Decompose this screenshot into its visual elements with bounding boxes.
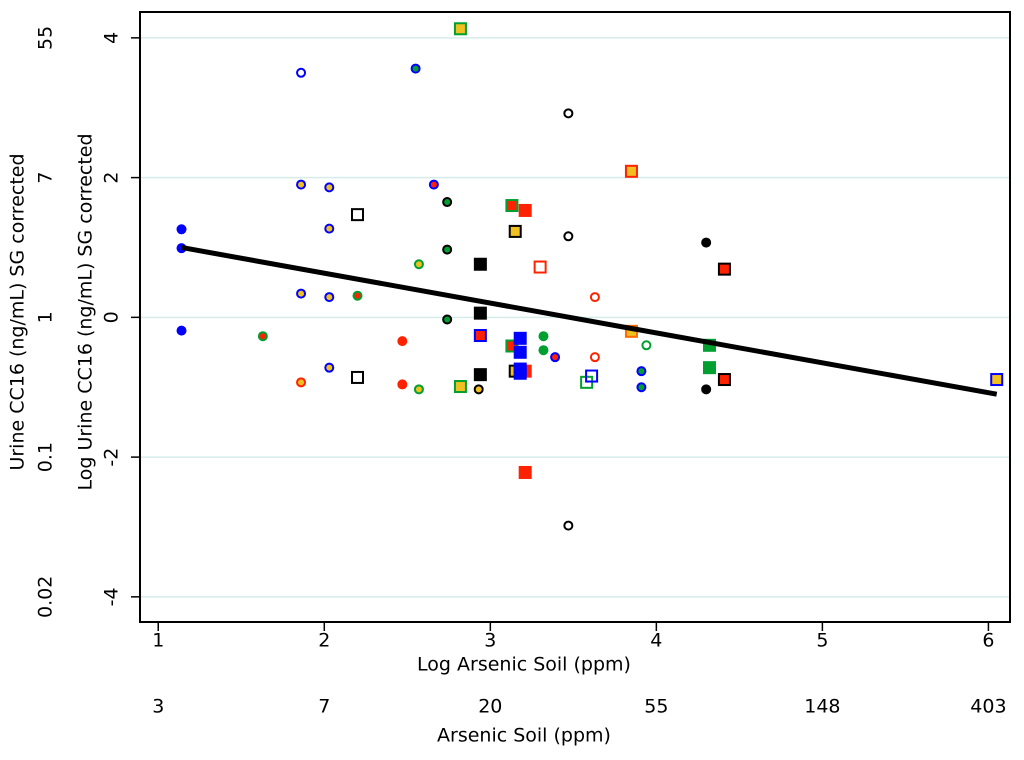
y-tick-label: -4 bbox=[101, 587, 123, 606]
x-tick-label-secondary: 3 bbox=[152, 696, 164, 718]
point bbox=[442, 244, 453, 255]
x-tick-label: 1 bbox=[152, 630, 164, 652]
x-tick-label: 3 bbox=[484, 630, 496, 652]
y-axis-title: Log Urine CC16 (ng/mL) SG corrected bbox=[75, 133, 97, 490]
point bbox=[636, 366, 647, 377]
x-tick-label: 4 bbox=[650, 630, 662, 652]
point bbox=[624, 164, 638, 178]
point bbox=[473, 329, 487, 343]
point bbox=[513, 366, 527, 380]
point bbox=[563, 108, 574, 119]
point bbox=[585, 369, 599, 383]
x-tick-label-secondary: 20 bbox=[478, 696, 502, 718]
point bbox=[257, 331, 268, 342]
x-tick-label-secondary: 148 bbox=[804, 696, 840, 718]
point bbox=[324, 292, 335, 303]
point bbox=[538, 345, 549, 356]
point bbox=[563, 231, 574, 242]
point bbox=[176, 224, 187, 235]
point bbox=[701, 384, 712, 395]
point bbox=[410, 63, 421, 74]
point bbox=[538, 331, 549, 342]
y-tick-label-secondary: 0.1 bbox=[35, 442, 57, 472]
point bbox=[296, 67, 307, 78]
point bbox=[473, 368, 487, 382]
y-tick-label: 2 bbox=[101, 172, 123, 184]
point bbox=[351, 370, 364, 384]
point bbox=[473, 384, 484, 395]
point bbox=[701, 237, 712, 248]
point bbox=[518, 465, 532, 479]
x-tick-label-secondary: 403 bbox=[970, 696, 1006, 718]
point bbox=[351, 208, 364, 222]
point bbox=[324, 182, 335, 193]
point bbox=[397, 336, 408, 347]
point bbox=[397, 379, 408, 390]
point bbox=[990, 373, 1004, 387]
x-tick-label: 6 bbox=[982, 630, 994, 652]
point bbox=[428, 179, 439, 190]
point bbox=[453, 22, 467, 36]
point bbox=[513, 345, 527, 359]
y-tick-label-secondary: 0.02 bbox=[35, 576, 57, 618]
point bbox=[473, 257, 487, 271]
y-axis-title-secondary: Urine CC16 (ng/mL) SG corrected bbox=[7, 153, 29, 470]
point bbox=[352, 290, 363, 301]
x-axis-title-secondary: Arsenic Soil (ppm) bbox=[437, 725, 611, 747]
x-tick-label: 2 bbox=[318, 630, 330, 652]
point bbox=[589, 352, 600, 363]
point bbox=[473, 306, 487, 320]
point bbox=[296, 288, 307, 299]
point bbox=[505, 199, 519, 213]
point bbox=[508, 224, 522, 238]
point bbox=[589, 292, 600, 303]
y-tick-label-secondary: 7 bbox=[35, 172, 57, 184]
x-tick-label-secondary: 55 bbox=[644, 696, 668, 718]
point bbox=[324, 362, 335, 373]
point bbox=[563, 520, 574, 531]
y-tick-label-secondary: 1 bbox=[35, 311, 57, 323]
point bbox=[533, 260, 547, 274]
point bbox=[413, 259, 424, 270]
point bbox=[641, 340, 652, 351]
point bbox=[518, 203, 532, 217]
point bbox=[324, 223, 335, 234]
y-tick-label: 4 bbox=[101, 32, 123, 44]
point bbox=[717, 262, 731, 276]
y-tick-label: 0 bbox=[101, 311, 123, 323]
point bbox=[550, 352, 561, 363]
point bbox=[442, 197, 453, 208]
point bbox=[176, 325, 187, 336]
point bbox=[296, 377, 307, 388]
point bbox=[442, 314, 453, 325]
x-tick-label: 5 bbox=[816, 630, 828, 652]
point bbox=[453, 380, 467, 394]
x-tick-label-secondary: 7 bbox=[318, 696, 330, 718]
point bbox=[413, 384, 424, 395]
fit-line bbox=[181, 245, 998, 397]
y-tick-label: -2 bbox=[101, 448, 123, 467]
point bbox=[296, 179, 307, 190]
point bbox=[702, 361, 716, 375]
point bbox=[513, 331, 527, 345]
point bbox=[717, 373, 731, 387]
y-tick-label-secondary: 55 bbox=[35, 26, 57, 50]
x-axis-title: Log Arsenic Soil (ppm) bbox=[417, 654, 631, 676]
point bbox=[636, 382, 647, 393]
